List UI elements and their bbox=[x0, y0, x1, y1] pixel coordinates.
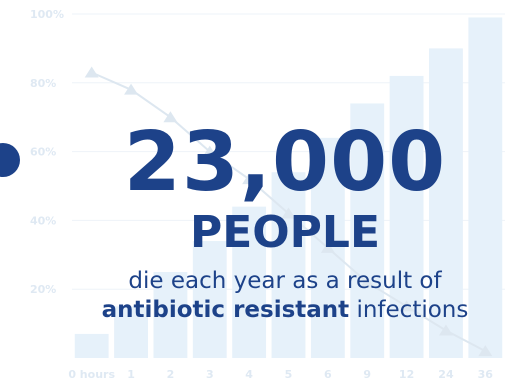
headline-number: 23,000 bbox=[123, 115, 447, 210]
x-tick-label: 4 bbox=[245, 368, 253, 381]
line-point bbox=[84, 66, 99, 78]
y-tick-label: 40% bbox=[30, 214, 56, 227]
x-tick-label: 6 bbox=[324, 368, 332, 381]
line-point bbox=[202, 145, 217, 157]
x-tick-label: 24 bbox=[438, 368, 454, 381]
y-tick-label: 20% bbox=[30, 283, 56, 296]
headline-line1: die each year as a result of bbox=[128, 268, 442, 294]
y-tick-label: 80% bbox=[30, 77, 56, 90]
line-point bbox=[478, 345, 493, 357]
headline-line2: antibiotic resistant infections bbox=[30, 295, 510, 325]
line-point bbox=[320, 241, 335, 253]
x-tick-label: 0 hours bbox=[68, 368, 115, 381]
bar bbox=[153, 272, 188, 358]
line-point bbox=[242, 173, 257, 185]
bar bbox=[192, 241, 227, 358]
line-point bbox=[399, 300, 414, 312]
line-point bbox=[124, 83, 139, 95]
x-tick-label: 1 bbox=[127, 368, 135, 381]
bar bbox=[429, 48, 463, 359]
bullet-dot bbox=[0, 143, 20, 177]
line-point bbox=[281, 207, 296, 219]
line-point bbox=[438, 324, 453, 336]
bar bbox=[114, 306, 148, 358]
x-tick-label: 2 bbox=[167, 368, 175, 381]
x-tick-label: 9 bbox=[363, 368, 371, 381]
bar bbox=[74, 333, 109, 358]
bar bbox=[350, 103, 385, 358]
headline-line2-bold: antibiotic resistant bbox=[101, 297, 350, 323]
headline-unit: PEOPLE bbox=[189, 207, 381, 258]
x-tick-label: 12 bbox=[399, 368, 414, 381]
x-tick-label: 36 bbox=[478, 368, 494, 381]
x-tick-label: 3 bbox=[206, 368, 214, 381]
line-point bbox=[163, 111, 178, 123]
headline-line2-rest: infections bbox=[349, 297, 469, 323]
y-tick-label: 60% bbox=[30, 146, 56, 159]
y-tick-label: 100% bbox=[30, 8, 64, 21]
bar bbox=[232, 206, 267, 358]
x-tick-label: 5 bbox=[285, 368, 293, 381]
line-point bbox=[360, 276, 375, 288]
bar bbox=[468, 17, 503, 358]
